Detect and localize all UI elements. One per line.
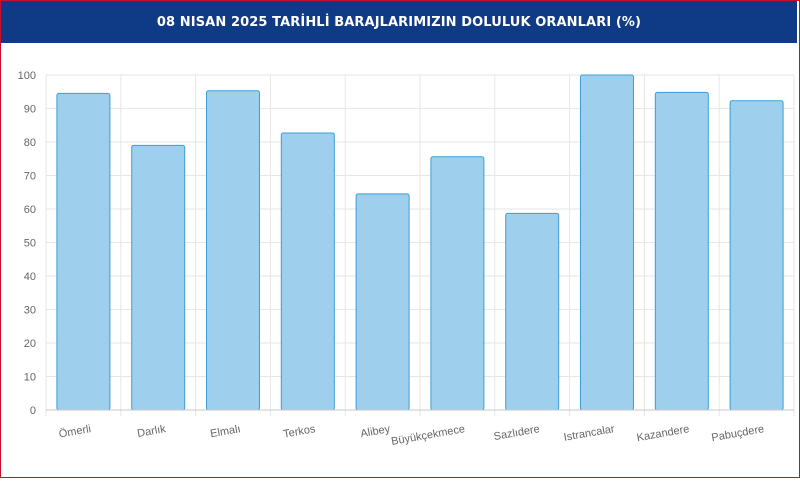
y-tick-label: 30 [24, 305, 36, 317]
bar-chart-svg: 0 10 20 30 40 50 60 70 80 90 100 Ömerli Darlık Elmal… [18, 70, 795, 448]
bar-kazandere[interactable] [654, 91, 709, 411]
bar-terkos[interactable] [280, 132, 335, 411]
bar-büyükçekmece[interactable] [430, 156, 485, 411]
bar-alibey[interactable] [355, 193, 410, 411]
bar-sazlıdere[interactable] [505, 212, 560, 411]
y-tick-label: 70 [24, 171, 36, 183]
x-tick-label: Kazandere [636, 423, 690, 444]
bar-elmalı[interactable] [206, 90, 260, 411]
bar-istrancalar[interactable] [580, 74, 634, 411]
y-tick-label: 20 [24, 338, 36, 350]
y-tick-label: 10 [24, 372, 36, 384]
y-tick-label: 0 [30, 405, 36, 417]
x-tick-label: Ömerli [58, 423, 92, 440]
y-tick-label: 40 [24, 271, 36, 283]
y-tick-label: 90 [24, 104, 36, 116]
x-tick-label: Büyükçekmece [390, 423, 466, 448]
bar-chart: 0 10 20 30 40 50 60 70 80 90 100 Ömerli Darlık Elmal… [0, 46, 800, 478]
x-tick-label: Pabuçdere [711, 423, 765, 444]
y-tick-labels: 0 10 20 30 40 50 60 70 80 90 100 [18, 70, 36, 417]
chart-header: 08 NISAN 2025 TARİHLİ BARAJLARIMIZIN DOL… [1, 1, 797, 43]
bar-ömerli[interactable] [56, 92, 111, 411]
x-tick-label: Terkos [282, 423, 316, 441]
x-tick-label: Alibey [360, 423, 392, 440]
y-tick-label: 80 [24, 137, 36, 149]
x-tick-label: Darlık [136, 423, 167, 440]
chart-title: 08 NISAN 2025 TARİHLİ BARAJLARIMIZIN DOL… [156, 14, 642, 30]
x-tick-labels: Ömerli Darlık Elmalı Terkos Alibey Büyükçekme… [58, 423, 765, 448]
x-tick-label: Elmalı [209, 423, 241, 440]
bar-darlık[interactable] [131, 144, 186, 411]
bars [56, 74, 784, 411]
y-tick-label: 60 [24, 204, 36, 216]
x-tick-label: Sazlıdere [493, 423, 541, 443]
x-tick-label: Istrancalar [563, 423, 616, 444]
y-tick-label: 100 [18, 70, 36, 82]
y-tick-label: 50 [24, 238, 36, 250]
bar-pabuçdere[interactable] [729, 100, 784, 411]
